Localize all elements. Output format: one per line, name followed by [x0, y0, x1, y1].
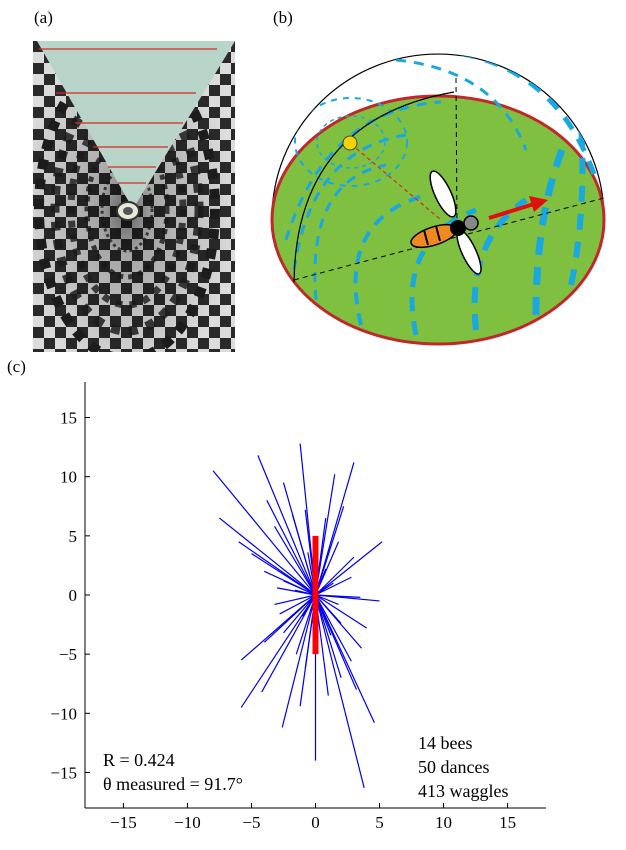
vector-lines: [212, 443, 383, 789]
theta-label: θ measured = 91.7°: [103, 774, 243, 794]
vector-line: [315, 594, 342, 624]
vector-line: [274, 594, 316, 606]
waggles-count: 413 waggles: [418, 781, 508, 801]
vector-line: [212, 470, 316, 596]
vector-line: [315, 594, 368, 629]
vector-line: [279, 594, 316, 615]
y-tick-label: 10: [60, 468, 77, 487]
y-tick-label: 5: [69, 527, 78, 546]
x-tick-label: 10: [435, 813, 452, 832]
vector-line: [251, 553, 316, 596]
y-tick-label: −10: [50, 704, 77, 723]
y-tick-label: −15: [50, 764, 77, 783]
vector-plot: −15 −10 −5 0 5 10 15 15 10 5 0 −5 −10 −15 R = 0.424 θ…: [50, 382, 546, 833]
vector-line: [266, 500, 317, 596]
vector-line: [315, 594, 361, 598]
vector-line: [294, 589, 316, 596]
vector-line: [295, 594, 317, 655]
dances-count: 50 dances: [418, 757, 489, 777]
panel-label-a: (a): [34, 8, 53, 27]
ceiling-red-lines: [39, 48, 217, 184]
vector-line: [314, 594, 352, 662]
vector-line: [283, 580, 316, 596]
direction-arrow-icon: [488, 196, 548, 220]
vector-line: [314, 594, 365, 789]
axis-ticks: −15 −10 −5 0 5 10 15 15 10 5 0 −5 −10 −15: [50, 409, 516, 833]
x-tick-label: 0: [311, 813, 320, 832]
vector-line: [315, 594, 339, 606]
x-tick-label: 15: [499, 813, 516, 832]
vector-line: [261, 594, 317, 693]
vector-line: [240, 594, 317, 708]
y-tick-label: 0: [69, 586, 78, 605]
x-tick-label: 5: [375, 813, 384, 832]
vector-line: [257, 455, 317, 596]
dome-diagram: [270, 53, 606, 346]
bee-icon: [410, 170, 482, 275]
x-tick-label: −5: [242, 813, 260, 832]
vector-line: [314, 594, 342, 679]
stats-left: R = 0.424 θ measured = 91.7°: [103, 750, 243, 794]
x-tick-label: −15: [110, 813, 137, 832]
panel-label-c: (c): [7, 357, 26, 376]
vector-line: [291, 514, 317, 596]
vector-line: [263, 594, 316, 643]
vector-line: [281, 594, 317, 728]
vector-line: [283, 594, 316, 634]
stats-right: 14 bees 50 dances 413 waggles: [418, 733, 508, 801]
vector-line: [274, 526, 317, 596]
tunnel-ceiling: [37, 41, 235, 209]
tunnel-photo: [33, 41, 235, 352]
vector-line: [219, 517, 316, 596]
y-tick-label: 15: [60, 409, 77, 428]
x-tick-label: −10: [174, 813, 201, 832]
vector-line: [315, 576, 352, 596]
bees-count: 14 bees: [418, 733, 472, 753]
vector-line: [314, 594, 358, 690]
vector-line: [314, 506, 345, 596]
vector-line: [315, 556, 355, 596]
sun-icon: [342, 135, 358, 151]
panel-label-b: (b): [273, 8, 293, 27]
vector-line: [315, 541, 383, 596]
r-value-label: R = 0.424: [103, 750, 175, 770]
y-tick-label: −5: [59, 645, 77, 664]
